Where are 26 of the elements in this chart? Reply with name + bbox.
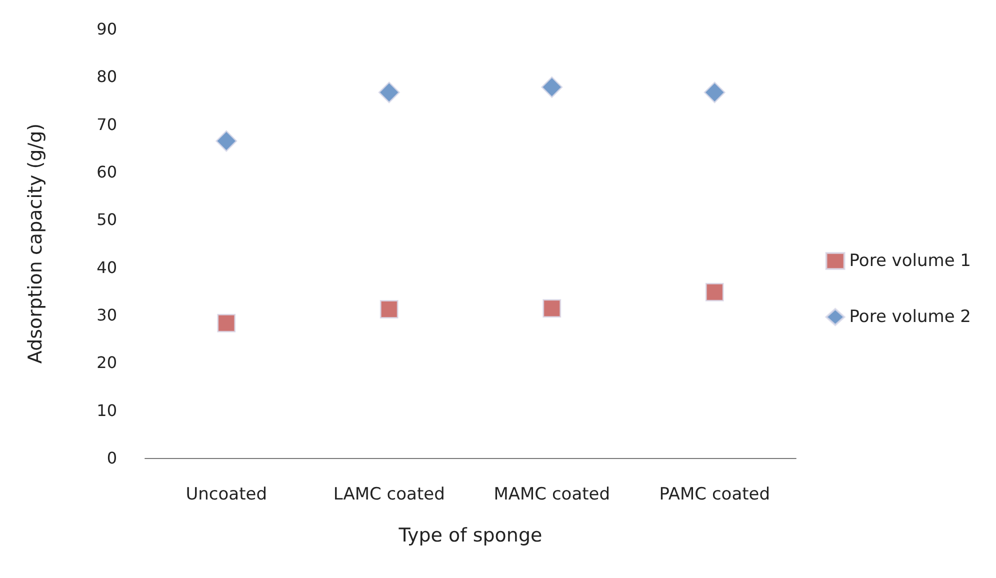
x-tick-label: PAMC coated <box>659 484 770 504</box>
y-tick-label: 10 <box>96 400 117 420</box>
x-axis-title: Type of sponge <box>398 524 542 546</box>
y-tick-label: 80 <box>96 67 117 86</box>
point <box>541 76 563 98</box>
x-tick-label: LAMC coated <box>333 484 445 504</box>
legend-label: Pore volume 2 <box>849 307 972 327</box>
legend-label: Pore volume 1 <box>849 251 972 271</box>
y-tick-label: 0 <box>106 448 117 468</box>
point <box>704 82 726 104</box>
y-tick-label: 30 <box>96 306 117 324</box>
point <box>378 82 400 104</box>
y-tick-label: 20 <box>96 353 117 372</box>
x-tick-label: Uncoated <box>186 484 268 504</box>
y-tick-label: 70 <box>96 114 117 134</box>
point <box>217 314 236 332</box>
y-axis-title: Adsorption capacity (g/g) <box>24 123 46 364</box>
y-tick-label: 60 <box>96 162 117 182</box>
y-tick-label: 90 <box>96 20 117 38</box>
point <box>216 130 238 152</box>
point <box>542 299 562 318</box>
point <box>705 282 724 302</box>
y-tick-label: 50 <box>96 210 117 230</box>
y-tick-label: 40 <box>96 258 117 277</box>
point <box>380 300 398 319</box>
x-tick-label: MAMC coated <box>494 484 610 504</box>
